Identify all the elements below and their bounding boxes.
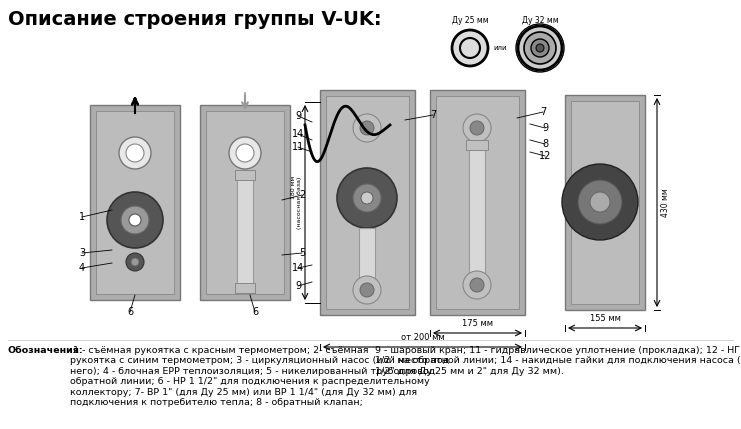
Circle shape (129, 214, 141, 226)
Bar (466, 140, 488, 150)
Text: 11: 11 (292, 142, 304, 152)
Circle shape (353, 114, 381, 142)
Bar (571, 101, 639, 304)
Text: 4: 4 (79, 263, 85, 273)
Text: 6: 6 (127, 307, 133, 317)
Text: Ду 25 мм: Ду 25 мм (452, 16, 488, 25)
Circle shape (452, 30, 488, 66)
Text: 430 мм: 430 мм (661, 188, 670, 217)
Circle shape (360, 121, 374, 135)
Circle shape (337, 168, 397, 228)
Bar (235, 170, 255, 180)
Text: 5: 5 (299, 248, 305, 258)
Circle shape (107, 192, 163, 248)
Circle shape (361, 192, 373, 204)
Circle shape (562, 164, 638, 240)
Circle shape (463, 271, 491, 299)
Bar (200, 105, 290, 300)
Text: 1 - съёмная рукоятка с красным термометром; 2- съёмная
рукоятка с синим термомет: 1 - съёмная рукоятка с красным термометр… (70, 346, 449, 407)
Text: 9: 9 (295, 281, 301, 291)
Circle shape (126, 253, 144, 271)
Circle shape (463, 114, 491, 142)
Bar (96, 111, 174, 294)
Text: 14: 14 (292, 263, 304, 273)
Text: 175 мм: 175 мм (462, 319, 493, 328)
Bar (359, 228, 375, 283)
Circle shape (121, 206, 149, 234)
Circle shape (236, 144, 254, 162)
Bar (206, 111, 284, 294)
Circle shape (470, 121, 484, 135)
Text: 9: 9 (295, 111, 301, 121)
Text: 12: 12 (539, 151, 551, 161)
Text: или: или (494, 45, 507, 51)
Circle shape (531, 39, 549, 57)
Text: 155 мм: 155 мм (590, 314, 620, 323)
Circle shape (119, 137, 151, 169)
Text: 8: 8 (542, 139, 548, 149)
Bar (320, 90, 415, 315)
Text: 3: 3 (79, 248, 85, 258)
Text: 9 - шаровый кран; 11 - гидравлическое уплотнение (прокладка); 12 - НГ 1
1/2" на : 9 - шаровый кран; 11 - гидравлическое уп… (375, 346, 741, 376)
Bar (430, 90, 525, 315)
Text: 7: 7 (540, 107, 546, 117)
Text: 1: 1 (79, 212, 85, 222)
Bar (436, 96, 519, 309)
Text: 9: 9 (542, 123, 548, 133)
Text: 7: 7 (430, 110, 436, 120)
Circle shape (229, 137, 261, 169)
Bar (237, 175, 253, 285)
Circle shape (131, 258, 139, 266)
Text: 180 мм
(насосная база): 180 мм (насосная база) (291, 176, 302, 229)
Bar (235, 283, 255, 293)
Circle shape (353, 184, 381, 212)
Bar (565, 95, 645, 310)
Circle shape (524, 32, 556, 64)
Circle shape (470, 278, 484, 292)
Text: 6: 6 (252, 307, 258, 317)
Bar (326, 96, 409, 309)
Circle shape (126, 144, 144, 162)
Circle shape (536, 44, 544, 52)
Circle shape (518, 26, 562, 70)
Text: 2: 2 (299, 190, 305, 200)
Text: от 200 мм: от 200 мм (401, 333, 445, 342)
Circle shape (360, 283, 374, 297)
Circle shape (353, 276, 381, 304)
Bar (90, 105, 180, 300)
Text: Описание строения группы V-UK:: Описание строения группы V-UK: (8, 10, 382, 29)
Text: Обозначения:: Обозначения: (8, 346, 84, 355)
Text: 14: 14 (292, 129, 304, 139)
Bar (469, 145, 485, 275)
Circle shape (578, 180, 622, 224)
Circle shape (590, 192, 610, 212)
Text: Ду 32 мм: Ду 32 мм (522, 16, 558, 25)
